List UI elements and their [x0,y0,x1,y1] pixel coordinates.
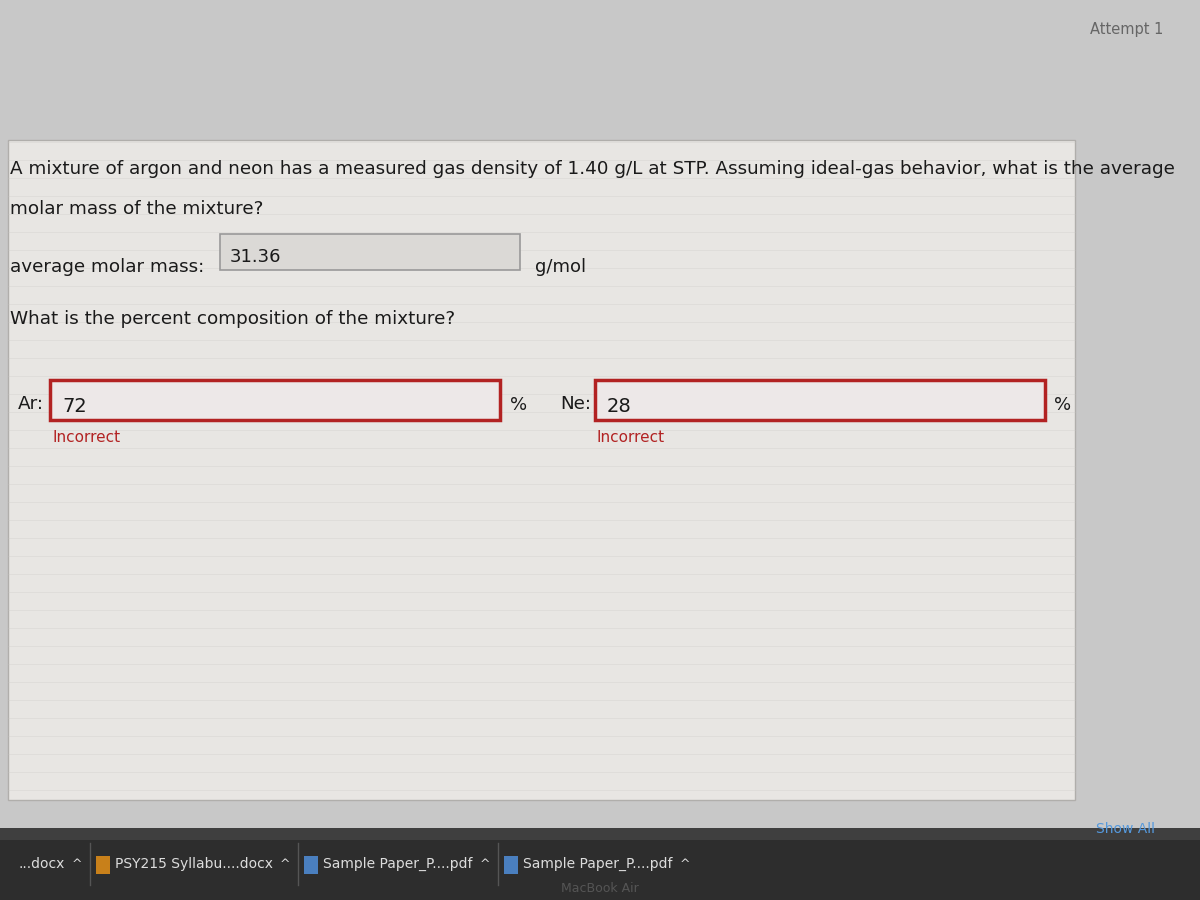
Text: 72: 72 [62,397,86,416]
Text: %: % [510,396,527,414]
Text: ^: ^ [480,858,491,870]
FancyBboxPatch shape [50,380,500,420]
Text: Incorrect: Incorrect [52,430,120,445]
Text: Sample Paper_P....pdf: Sample Paper_P....pdf [323,857,473,871]
Text: ^: ^ [72,858,83,870]
Text: molar mass of the mixture?: molar mass of the mixture? [10,200,263,218]
FancyBboxPatch shape [220,234,520,270]
FancyBboxPatch shape [304,856,318,874]
Text: Show All: Show All [1096,822,1154,836]
FancyBboxPatch shape [8,140,1075,800]
Text: average molar mass:: average molar mass: [10,258,204,276]
Text: ^: ^ [280,858,290,870]
FancyBboxPatch shape [96,856,110,874]
Text: PSY215 Syllabu....docx: PSY215 Syllabu....docx [115,857,274,871]
Text: Ne:: Ne: [560,395,592,413]
Text: %: % [1054,396,1072,414]
Text: ...docx: ...docx [18,857,65,871]
Text: 31.36: 31.36 [230,248,282,266]
Text: Incorrect: Incorrect [598,430,665,445]
Text: ^: ^ [680,858,690,870]
Text: Ar:: Ar: [18,395,44,413]
Text: MacBook Air: MacBook Air [562,881,638,895]
Text: A mixture of argon and neon has a measured gas density of 1.40 g/L at STP. Assum: A mixture of argon and neon has a measur… [10,160,1175,178]
Text: 28: 28 [607,397,631,416]
FancyBboxPatch shape [0,828,1200,900]
FancyBboxPatch shape [0,828,1200,840]
Text: Sample Paper_P....pdf: Sample Paper_P....pdf [523,857,672,871]
Text: g/mol: g/mol [535,258,586,276]
FancyBboxPatch shape [504,856,518,874]
Text: Attempt 1: Attempt 1 [1090,22,1163,37]
FancyBboxPatch shape [595,380,1045,420]
Text: What is the percent composition of the mixture?: What is the percent composition of the m… [10,310,455,328]
